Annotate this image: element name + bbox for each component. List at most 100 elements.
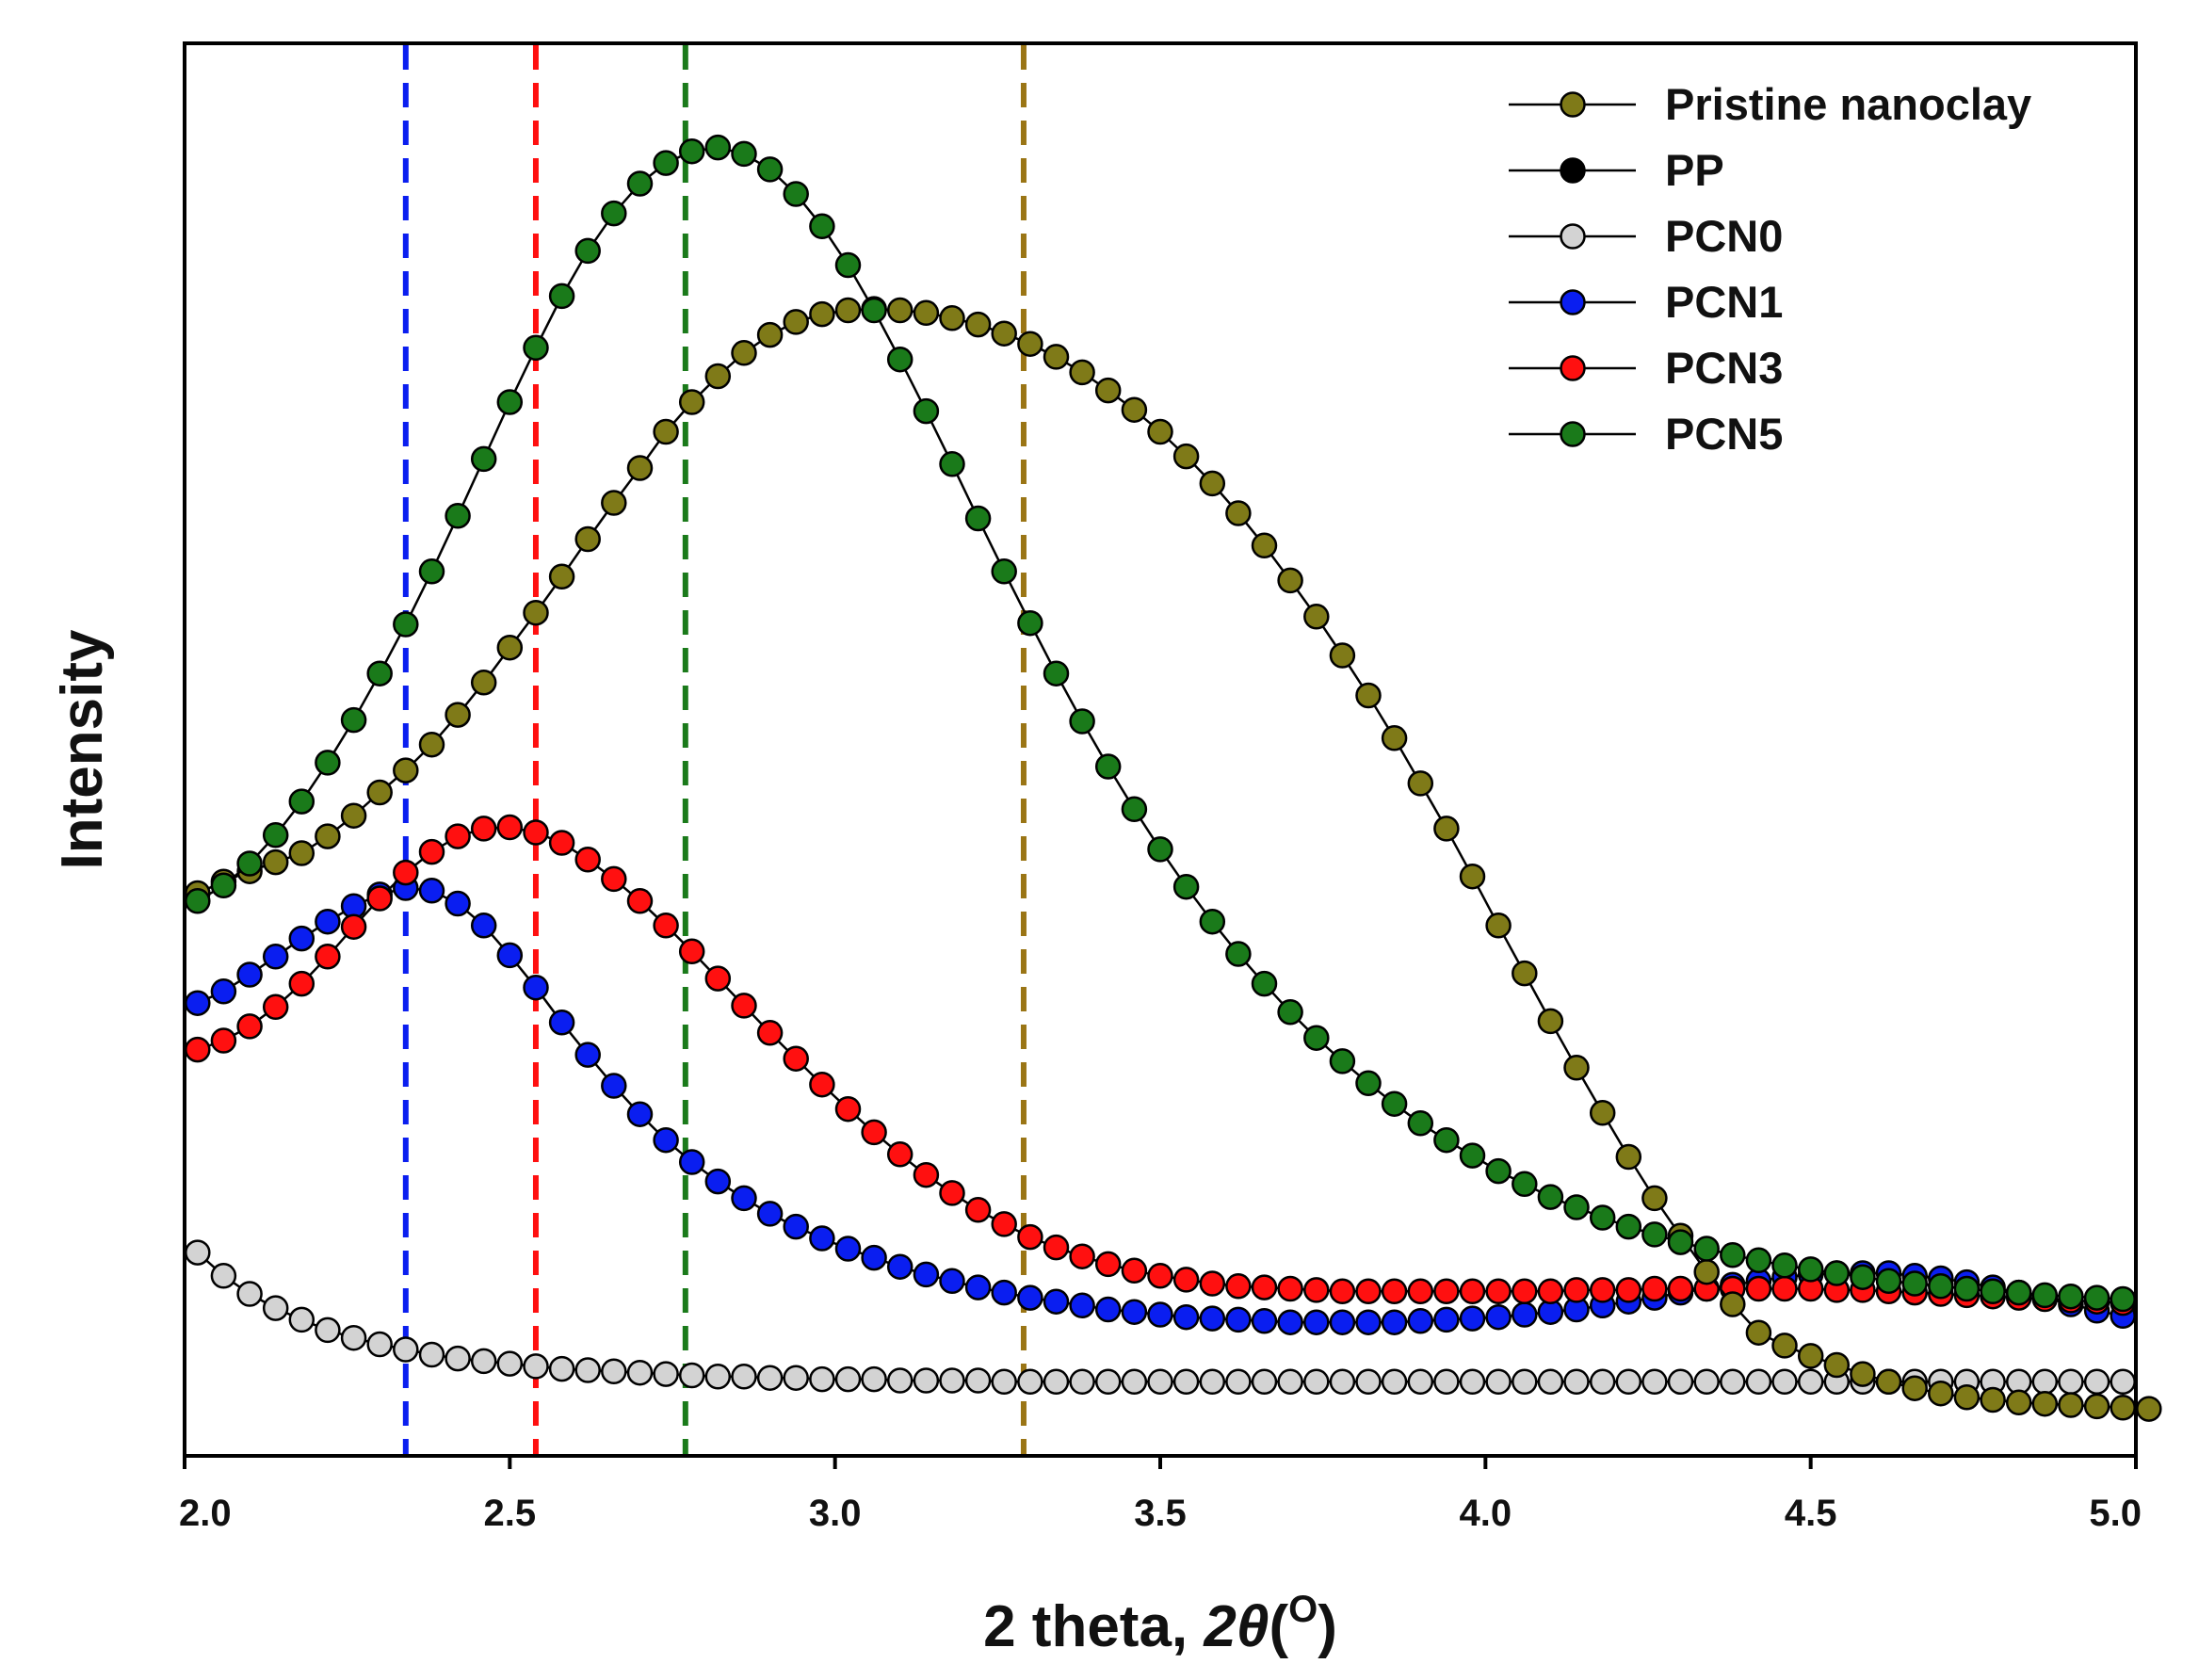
- data-point-pcn0: [1381, 1368, 1408, 1396]
- data-point-pcn0: [1329, 1368, 1356, 1396]
- legend-marker: [1560, 355, 1586, 381]
- data-point-pcn1: [1433, 1306, 1460, 1333]
- data-point-pcn0: [913, 1367, 940, 1394]
- data-point-pcn0: [1641, 1368, 1668, 1396]
- data-point-pcn5: [2083, 1284, 2110, 1311]
- data-point-pcn5: [1069, 708, 1095, 735]
- data-point-pcn0: [445, 1345, 471, 1372]
- legend-label: PCN3: [1665, 343, 1783, 393]
- data-point-pristine-nanoclay: [1381, 725, 1408, 751]
- data-point-pcn5: [731, 140, 757, 168]
- data-point-pcn5: [523, 334, 549, 362]
- data-point-pcn3: [418, 838, 445, 865]
- data-point-pcn5: [964, 505, 992, 532]
- data-point-pcn5: [1641, 1221, 1668, 1248]
- data-point-pcn5: [1589, 1204, 1616, 1231]
- data-point-pcn1: [1147, 1301, 1173, 1328]
- data-point-pcn3: [1667, 1275, 1694, 1302]
- data-point-pcn0: [393, 1336, 419, 1363]
- data-point-pcn5: [1693, 1236, 1720, 1262]
- data-point-pcn0: [1172, 1368, 1200, 1396]
- data-point-pcn0: [1017, 1368, 1043, 1396]
- data-point-pcn3: [731, 993, 757, 1019]
- data-point-pristine-nanoclay: [2031, 1390, 2059, 1417]
- data-point-pcn5: [1303, 1025, 1330, 1051]
- legend-marker: [1560, 157, 1586, 184]
- data-point-pcn5: [1121, 796, 1148, 823]
- data-point-pcn0: [548, 1355, 575, 1382]
- data-point-pcn3: [185, 1036, 211, 1063]
- data-point-pristine-nanoclay: [886, 297, 914, 324]
- data-point-pcn0: [1199, 1368, 1226, 1396]
- data-point-pcn3: [445, 823, 471, 849]
- data-point-pcn1: [1043, 1288, 1070, 1315]
- data-point-pcn3: [1381, 1278, 1408, 1305]
- data-point-pcn3: [939, 1180, 965, 1206]
- x-axis-title-symbol: 2θ: [1203, 1594, 1269, 1659]
- data-point-pcn3: [1329, 1278, 1356, 1305]
- data-point-pcn1: [1303, 1309, 1330, 1335]
- data-point-pcn1: [731, 1185, 757, 1212]
- data-point-pcn0: [1094, 1368, 1122, 1396]
- data-point-pcn1: [704, 1168, 732, 1195]
- data-point-pcn5: [783, 181, 809, 207]
- x-tick-label: 4.0: [1460, 1493, 1512, 1534]
- data-point-pcn1: [601, 1073, 627, 1099]
- data-point-pcn5: [185, 888, 211, 914]
- data-point-pcn5: [548, 283, 575, 310]
- data-point-pcn0: [1615, 1368, 1642, 1396]
- data-point-pcn1: [1121, 1299, 1148, 1325]
- data-point-pcn5: [2110, 1285, 2136, 1313]
- data-point-pcn0: [991, 1368, 1017, 1396]
- plot-frame: [183, 41, 2138, 1458]
- data-point-pcn1: [913, 1261, 940, 1288]
- data-point-pcn3: [1355, 1278, 1382, 1305]
- x-tick-label: 2.5: [484, 1493, 537, 1534]
- data-point-pristine-nanoclay: [1017, 331, 1043, 357]
- data-point-pcn5: [1459, 1142, 1486, 1169]
- data-point-pcn0: [1251, 1368, 1278, 1396]
- data-point-pristine-nanoclay: [783, 309, 809, 335]
- data-point-pcn5: [236, 850, 263, 877]
- data-point-pcn0: [834, 1365, 862, 1393]
- data-point-pcn5: [418, 558, 445, 585]
- data-point-pristine-nanoclay: [1563, 1055, 1590, 1081]
- data-point-pcn0: [678, 1362, 705, 1389]
- data-point-pcn3: [1199, 1270, 1226, 1297]
- data-point-pcn5: [1512, 1171, 1538, 1198]
- x-axis-title-close: ): [1318, 1594, 1337, 1659]
- data-point-pcn1: [626, 1101, 654, 1127]
- data-point-pcn0: [809, 1365, 835, 1393]
- legend-marker: [1560, 421, 1586, 447]
- data-point-pristine-nanoclay: [470, 670, 497, 696]
- data-point-pcn5: [1277, 999, 1303, 1026]
- data-point-pristine-nanoclay: [756, 321, 784, 348]
- data-point-pcn1: [1355, 1309, 1382, 1335]
- x-tick-label: 3.5: [1134, 1493, 1187, 1534]
- data-point-pcn5: [288, 788, 315, 815]
- legend-marker: [1560, 91, 1586, 118]
- data-point-pcn1: [834, 1236, 862, 1262]
- data-point-pristine-nanoclay: [548, 563, 575, 590]
- data-point-pcn5: [626, 170, 654, 197]
- data-point-pcn5: [653, 150, 679, 176]
- data-point-pcn3: [1459, 1278, 1486, 1305]
- data-point-pristine-nanoclay: [523, 599, 549, 626]
- data-point-pristine-nanoclay: [445, 702, 471, 728]
- data-point-pcn5: [1094, 753, 1122, 780]
- data-point-pristine-nanoclay: [1980, 1386, 2006, 1413]
- data-point-pcn5: [704, 134, 732, 161]
- data-point-pcn5: [1667, 1229, 1694, 1255]
- data-point-pcn3: [809, 1071, 835, 1098]
- data-point-pristine-nanoclay: [1589, 1100, 1616, 1126]
- data-point-pcn5: [1720, 1242, 1746, 1268]
- data-point-pcn5: [1355, 1070, 1382, 1097]
- data-point-pcn3: [523, 819, 549, 846]
- data-point-pristine-nanoclay: [1485, 913, 1512, 939]
- data-point-pristine-nanoclay: [991, 320, 1017, 347]
- data-point-pcn5: [1928, 1273, 1954, 1300]
- data-point-pcn3: [1069, 1243, 1095, 1269]
- legend-label: PCN5: [1665, 409, 1783, 459]
- data-point-pcn1: [236, 961, 263, 988]
- data-point-pcn5: [496, 389, 524, 415]
